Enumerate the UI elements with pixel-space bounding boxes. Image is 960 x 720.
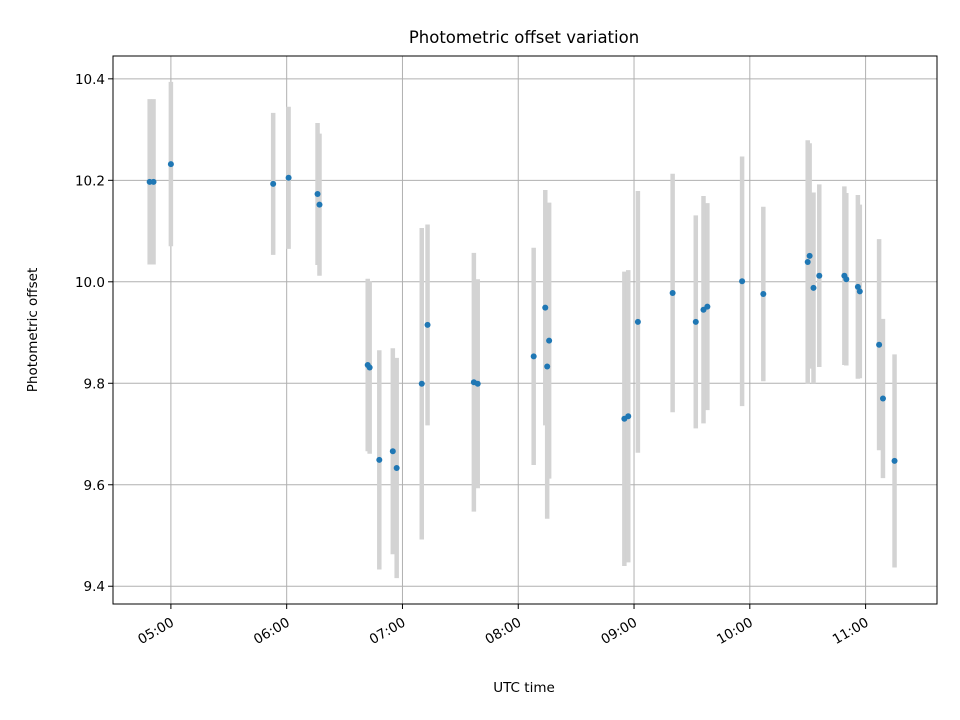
data-point	[366, 364, 373, 371]
data-point	[150, 178, 157, 185]
data-point	[544, 363, 551, 370]
data-point	[625, 413, 632, 420]
data-point	[669, 289, 676, 296]
data-point	[393, 465, 400, 472]
data-point	[804, 259, 811, 266]
data-point	[270, 180, 277, 187]
data-point	[854, 283, 861, 290]
data-point	[806, 252, 813, 259]
y-axis-ticks: 9.4 9.6 9.8 10.0 10.2 10.4	[75, 72, 113, 595]
y-tick-label: 10.0	[75, 275, 105, 291]
y-tick-label: 9.4	[84, 579, 105, 595]
y-tick-label: 9.6	[84, 478, 105, 494]
data-point	[634, 318, 641, 325]
data-point	[389, 448, 396, 455]
data-point	[546, 337, 553, 344]
data-point	[739, 278, 746, 285]
data-point	[474, 380, 481, 387]
data-point	[316, 201, 323, 208]
y-tick-label: 10.2	[75, 173, 105, 189]
y-axis-label: Photometric offset	[25, 268, 41, 392]
data-point	[891, 457, 898, 464]
data-point	[285, 174, 292, 181]
data-point	[843, 276, 850, 283]
plot-frame	[112, 55, 938, 605]
data-points	[146, 161, 898, 472]
y-tick-label: 10.4	[75, 72, 105, 88]
data-point	[816, 272, 823, 279]
data-point	[530, 353, 537, 360]
grid-lines	[113, 56, 937, 604]
y-tick-label: 9.8	[84, 376, 105, 392]
data-point	[879, 395, 886, 402]
data-point	[424, 321, 431, 328]
data-point	[418, 380, 425, 387]
data-point	[167, 161, 174, 168]
data-point	[704, 303, 711, 310]
data-point	[760, 290, 767, 297]
x-axis-label: UTC time	[493, 680, 555, 696]
data-point	[692, 318, 699, 325]
data-point	[810, 284, 817, 291]
chart-title: Photometric offset variation	[409, 28, 639, 47]
data-point	[376, 456, 383, 463]
data-point	[314, 191, 321, 198]
data-point	[542, 304, 549, 311]
data-point	[876, 341, 883, 348]
data-point	[856, 288, 863, 295]
